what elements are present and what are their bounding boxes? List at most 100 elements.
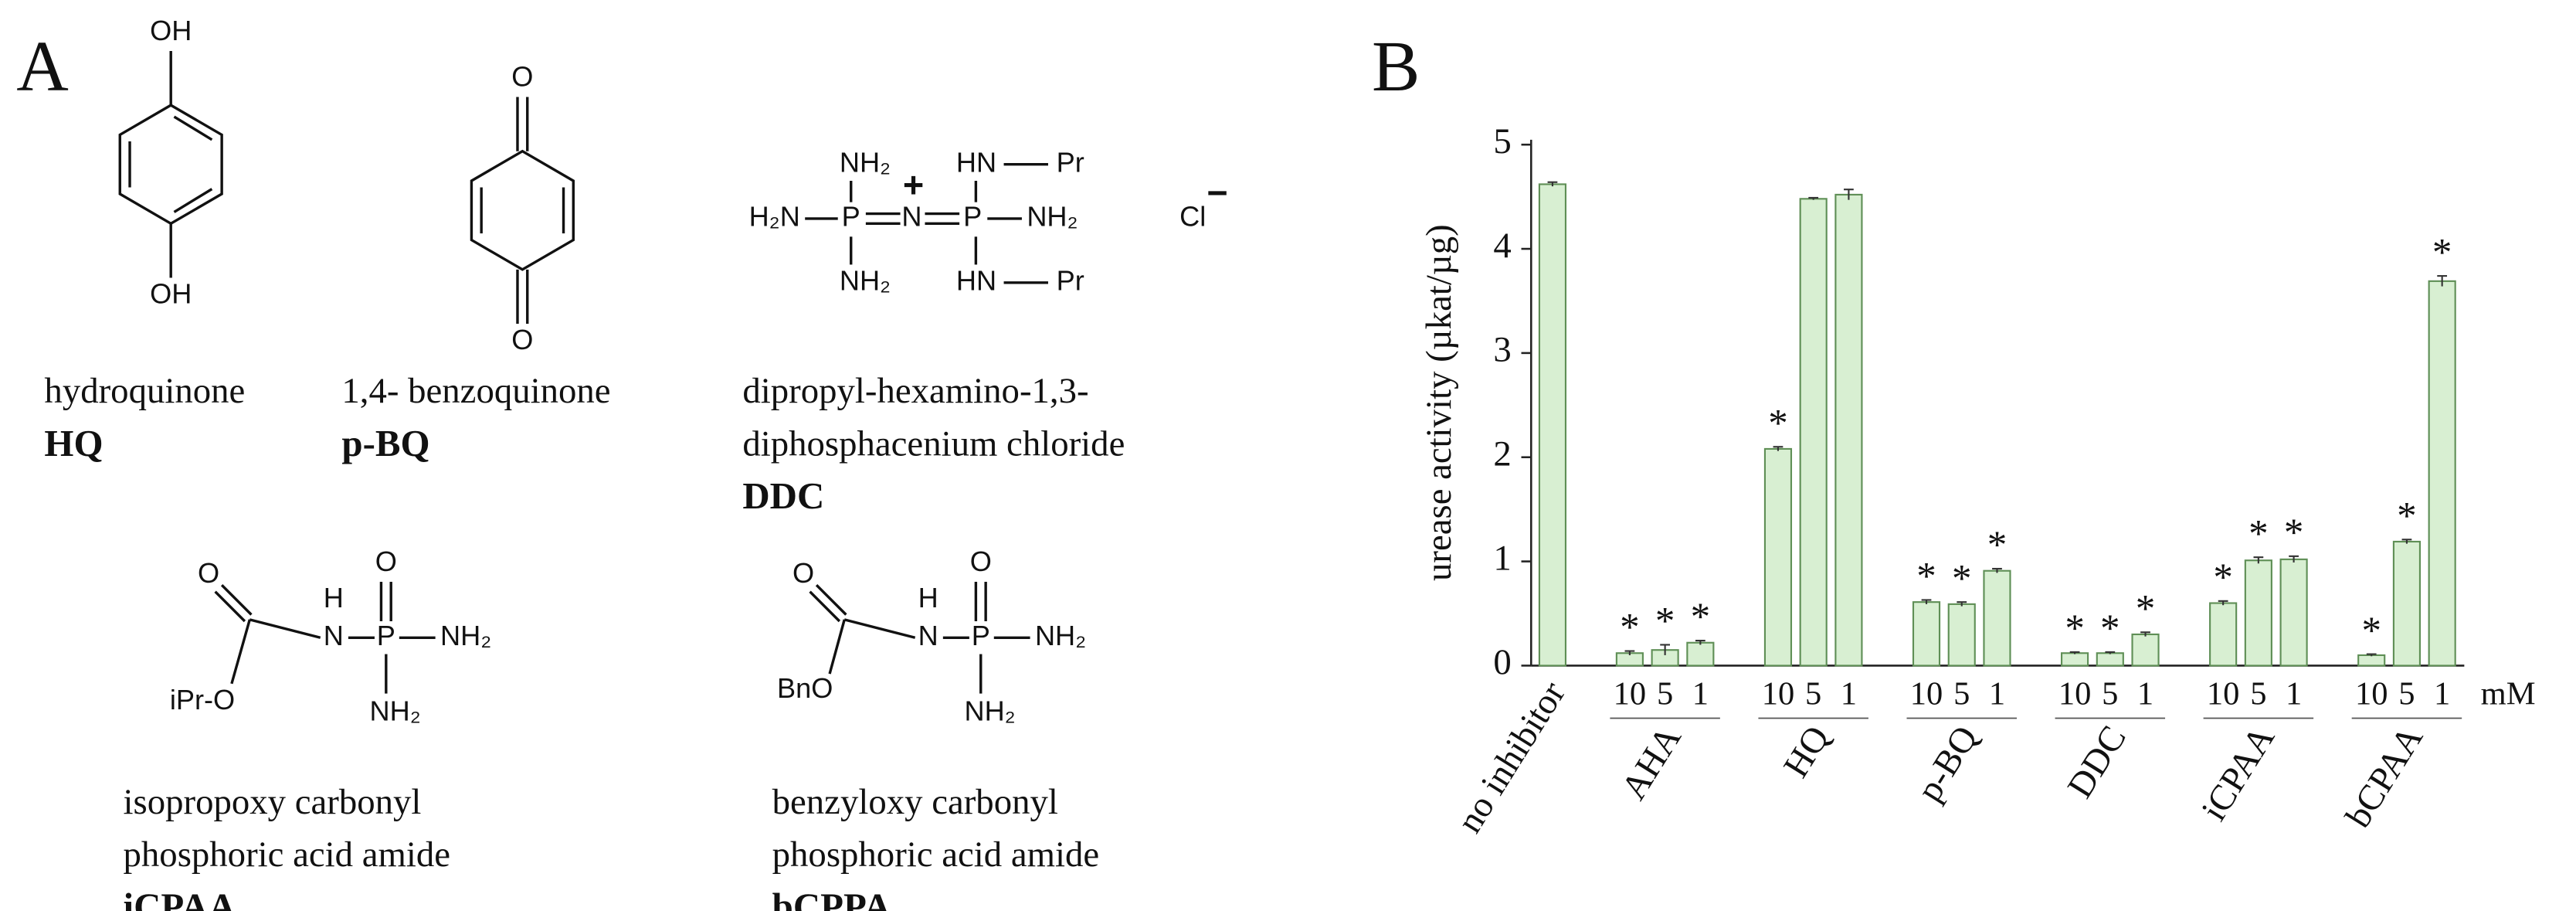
atom-label: H <box>324 582 344 614</box>
group-label: DDC <box>2060 719 2134 804</box>
x-tick-label: 10 <box>2355 676 2388 712</box>
atom-label: O <box>375 546 397 577</box>
compound-name: phosphoric acid amide <box>124 835 451 875</box>
y-axis-label: urease activity (µkat/µg) <box>1419 224 1459 581</box>
atom-label: OH <box>150 15 192 46</box>
atom-label: OH <box>150 277 192 309</box>
atom-label: NH₂ <box>840 264 891 296</box>
significance-marker: * <box>2432 231 2452 274</box>
significance-marker: * <box>2248 512 2269 556</box>
x-tick-label: 10 <box>1614 676 1647 712</box>
atom-label: P <box>842 200 860 232</box>
compound-name: isopropoxy carbonyl <box>124 782 422 822</box>
panel-label: B <box>1372 27 1420 107</box>
bond <box>809 590 841 623</box>
bar <box>2392 540 2422 667</box>
bar <box>1983 569 2011 667</box>
bond <box>843 618 916 639</box>
atom-label: O <box>511 324 533 355</box>
atom-label: H₂N <box>749 200 800 232</box>
significance-marker: * <box>1768 402 1788 445</box>
bar <box>2428 280 2456 667</box>
x-tick-label: 5 <box>2398 676 2415 712</box>
group-label: no inhibitor <box>1449 675 1573 840</box>
bond <box>173 188 213 213</box>
bar <box>1912 601 1941 667</box>
atom-label: HN <box>956 264 996 296</box>
y-tick-label: 0 <box>1493 642 1511 682</box>
bar <box>1686 641 1715 667</box>
significance-marker: * <box>2065 607 2085 651</box>
y-tick-label: 5 <box>1493 121 1511 161</box>
significance-marker: * <box>2397 495 2417 538</box>
atom-label: BnO <box>777 672 833 704</box>
significance-marker: * <box>2136 587 2156 631</box>
atom-label: + <box>903 165 924 205</box>
bar <box>2096 652 2124 667</box>
atom-label: O <box>198 557 219 589</box>
bar <box>2357 654 2386 667</box>
atom-label: NH₂ <box>1035 620 1086 651</box>
atom-label: O <box>511 61 533 93</box>
bar <box>2244 559 2272 667</box>
significance-marker: * <box>2100 607 2120 651</box>
x-tick-label: 5 <box>2102 676 2118 712</box>
atom-label: Pr <box>1057 264 1084 296</box>
bar <box>2131 633 2160 667</box>
bond <box>230 619 251 685</box>
significance-marker: * <box>1987 524 2008 567</box>
atom-label: NH₂ <box>370 695 421 727</box>
compound-abbr: HQ <box>44 422 103 464</box>
bar <box>1834 193 1863 667</box>
bar <box>1799 198 1828 667</box>
bar <box>1763 447 1793 667</box>
atom-label: H <box>918 582 938 614</box>
atom-label: iPr-O <box>170 684 235 716</box>
compound-abbr: iCPAA <box>124 886 236 911</box>
bond <box>828 619 846 675</box>
bond <box>118 104 223 226</box>
bond <box>220 584 253 616</box>
compound-name: benzyloxy carbonyl <box>772 782 1058 822</box>
compound-name: diphosphacenium chloride <box>742 423 1125 464</box>
group-label: AHA <box>1614 719 1689 807</box>
y-tick-label: 4 <box>1493 226 1511 266</box>
group-label: HQ <box>1776 719 1838 784</box>
group-label: iCPAA <box>2194 719 2282 828</box>
bar <box>2061 652 2089 667</box>
significance-marker: * <box>1691 596 1711 639</box>
compound-name: dipropyl-hexamino-1,3- <box>742 371 1088 411</box>
atom-label: O <box>792 557 814 589</box>
x-tick-label: 1 <box>1841 676 1857 712</box>
compound-name: phosphoric acid amide <box>772 835 1099 875</box>
y-tick-label: 1 <box>1493 538 1511 578</box>
x-tick-label: 1 <box>2286 676 2302 712</box>
x-tick-label: 10 <box>2207 676 2240 712</box>
panel-label: A <box>16 27 69 107</box>
atom-label: O <box>970 546 992 577</box>
compound-name: 1,4- benzoquinone <box>341 371 610 411</box>
bond <box>470 149 575 271</box>
significance-marker: * <box>2213 556 2233 600</box>
significance-marker: * <box>2284 512 2304 555</box>
atom-label: N <box>324 620 344 651</box>
atom-label: P <box>972 620 990 651</box>
x-tick-label: 5 <box>1657 676 1673 712</box>
bond <box>249 618 321 639</box>
x-tick-label: 5 <box>1953 676 1970 712</box>
bar <box>2209 602 2238 667</box>
bar <box>1538 183 1567 667</box>
bar <box>1947 603 1976 667</box>
significance-marker: * <box>1916 556 1936 599</box>
compound-abbr: p-BQ <box>341 422 429 464</box>
compound-abbr: bCPPA <box>772 886 891 911</box>
atom-label: NH₂ <box>1027 200 1078 232</box>
x-tick-label: 1 <box>1692 676 1709 712</box>
bar <box>2279 558 2308 667</box>
atom-label: HN <box>956 146 996 178</box>
unit-label: mM <box>2481 676 2536 712</box>
compound-name: hydroquinone <box>44 371 245 411</box>
atom-label: P <box>963 200 982 232</box>
atom-label: Cl <box>1179 200 1206 232</box>
